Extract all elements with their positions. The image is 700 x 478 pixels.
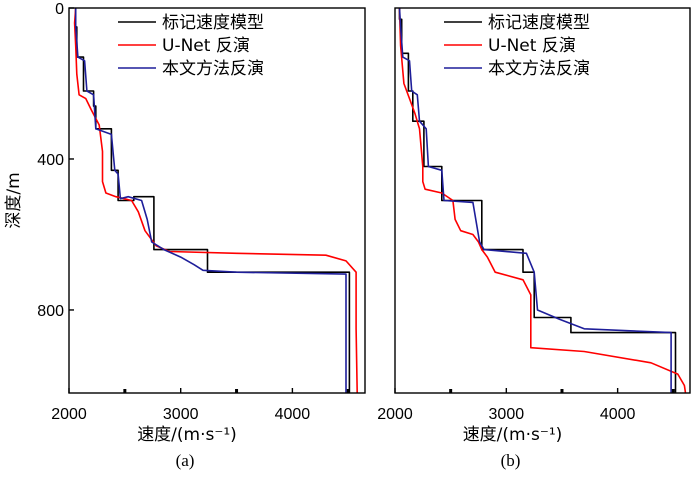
legend-label-2: U-Net 反演 <box>162 36 250 56</box>
y-tick-label: 400 <box>37 152 64 169</box>
subplot-caption: (a) <box>176 451 195 470</box>
legend-label-2: U-Net 反演 <box>488 36 576 56</box>
panel-b: 2000 3000 4000 速度/(m·s⁻¹) (b) 标记速度模型 U-Net 反演本… <box>377 7 691 470</box>
y-tick-label: 800 <box>37 303 64 320</box>
legend-label-3: 本文方法反演 <box>488 59 590 79</box>
plot-frame <box>68 7 366 394</box>
y-axis-label: 深度/m <box>4 172 24 228</box>
y-tick-label: 0 <box>55 1 64 18</box>
x-tick-label: 4000 <box>275 406 311 423</box>
legend-label-3: 本文方法反演 <box>162 59 264 79</box>
series-line-1 <box>74 8 351 393</box>
series-line-2 <box>398 8 687 393</box>
legend-label-1: 标记速度模型 <box>488 13 590 33</box>
panel-a: 2000 3000 4000 0 400 800 深度/m 速度/(m·s⁻¹) (a) 标记速度… <box>4 1 366 470</box>
x-tick-label: 3000 <box>163 406 199 423</box>
series-line-1 <box>398 8 677 393</box>
x-axis-label: 速度/(m·s⁻¹) <box>137 425 237 445</box>
x-tick-label: 2000 <box>51 406 87 423</box>
x-tick-label: 3000 <box>489 406 525 423</box>
x-tick-label: 4000 <box>600 406 636 423</box>
series-line-3 <box>74 8 347 393</box>
legend-label-1: 标记速度模型 <box>162 13 264 33</box>
series-line-3 <box>398 8 672 393</box>
x-axis-label: 速度/(m·s⁻¹) <box>463 425 563 445</box>
subplot-caption: (b) <box>501 451 521 470</box>
series-line-2 <box>73 8 358 393</box>
x-tick-label: 2000 <box>377 406 413 423</box>
plot-frame <box>394 7 691 394</box>
